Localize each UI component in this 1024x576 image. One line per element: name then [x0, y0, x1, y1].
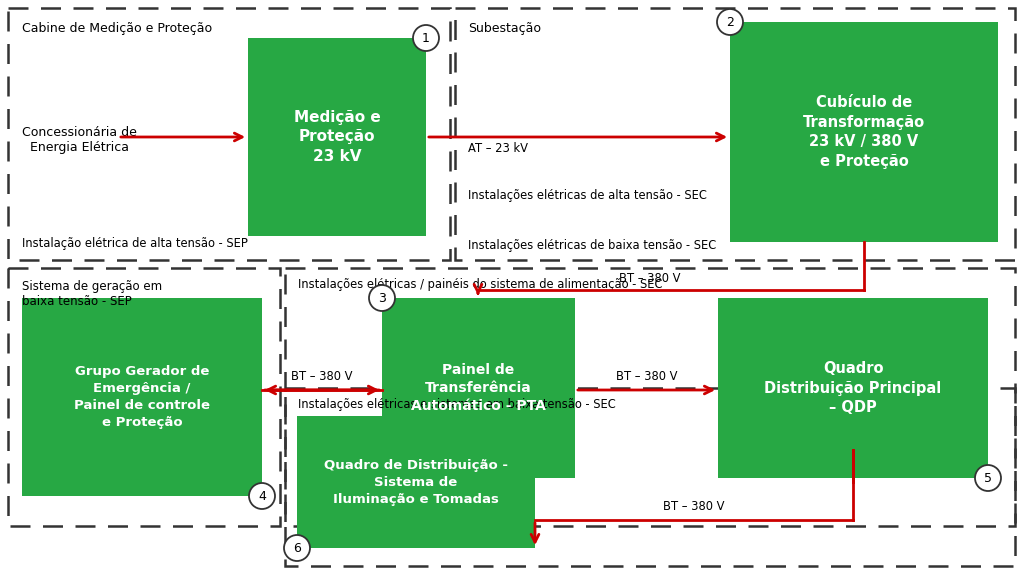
Text: 5: 5 [984, 472, 992, 484]
Text: AT – 23 kV: AT – 23 kV [468, 142, 528, 154]
Circle shape [284, 535, 310, 561]
Bar [382, 298, 575, 478]
Text: Instalações elétricas de alta tensão - SEC: Instalações elétricas de alta tensão - S… [468, 188, 707, 202]
Text: Medição e
Proteção
23 kV: Medição e Proteção 23 kV [294, 109, 380, 164]
Bar [285, 388, 1015, 566]
Text: Instalação elétrica de alta tensão - SEP: Instalação elétrica de alta tensão - SEP [22, 237, 248, 250]
Text: Instalações elétricas / painéis do sistema de alimentação - SEC: Instalações elétricas / painéis do siste… [298, 278, 663, 291]
Bar [248, 38, 426, 236]
Text: Instalações elétricas e sistemas em baixa tensão - SEC: Instalações elétricas e sistemas em baix… [298, 398, 615, 411]
Circle shape [369, 285, 395, 311]
Text: Cubículo de
Transformação
23 kV / 380 V
e Proteção: Cubículo de Transformação 23 kV / 380 V … [803, 95, 925, 169]
Bar [297, 416, 535, 548]
Circle shape [413, 25, 439, 51]
Text: BT – 380 V: BT – 380 V [291, 370, 352, 383]
Bar [455, 8, 1015, 260]
Bar [730, 22, 998, 242]
Circle shape [717, 9, 743, 35]
Text: Subestação: Subestação [468, 22, 541, 35]
Text: Grupo Gerador de
Emergência /
Painel de controle
e Proteção: Grupo Gerador de Emergência / Painel de … [74, 365, 210, 429]
Bar [285, 268, 1015, 526]
Bar [22, 298, 262, 496]
Circle shape [975, 465, 1001, 491]
Bar [8, 268, 280, 526]
Text: 1: 1 [422, 32, 430, 44]
Text: 2: 2 [726, 16, 734, 28]
Text: Instalações elétricas de baixa tensão - SEC: Instalações elétricas de baixa tensão - … [468, 239, 716, 252]
Text: Sistema de geração em
baixa tensão - SEP: Sistema de geração em baixa tensão - SEP [22, 280, 162, 308]
Circle shape [249, 483, 275, 509]
Text: 6: 6 [293, 541, 301, 555]
Bar [718, 298, 988, 478]
Bar [8, 8, 450, 260]
Text: BT – 380 V: BT – 380 V [616, 370, 678, 383]
Text: 4: 4 [258, 490, 266, 502]
Text: Concessionária de
Energia Elétrica: Concessionária de Energia Elétrica [22, 126, 137, 154]
Text: 3: 3 [378, 291, 386, 305]
Text: Quadro de Distribuição -
Sistema de
Iluminação e Tomadas: Quadro de Distribuição - Sistema de Ilum… [324, 458, 508, 506]
Text: BT – 380 V: BT – 380 V [620, 272, 681, 285]
Text: BT – 380 V: BT – 380 V [664, 500, 725, 513]
Text: Quadro
Distribuição Principal
– QDP: Quadro Distribuição Principal – QDP [764, 361, 942, 415]
Text: Cabine de Medição e Proteção: Cabine de Medição e Proteção [22, 22, 212, 35]
Text: Painel de
Transferência
Automático - PTA: Painel de Transferência Automático - PTA [411, 363, 546, 414]
